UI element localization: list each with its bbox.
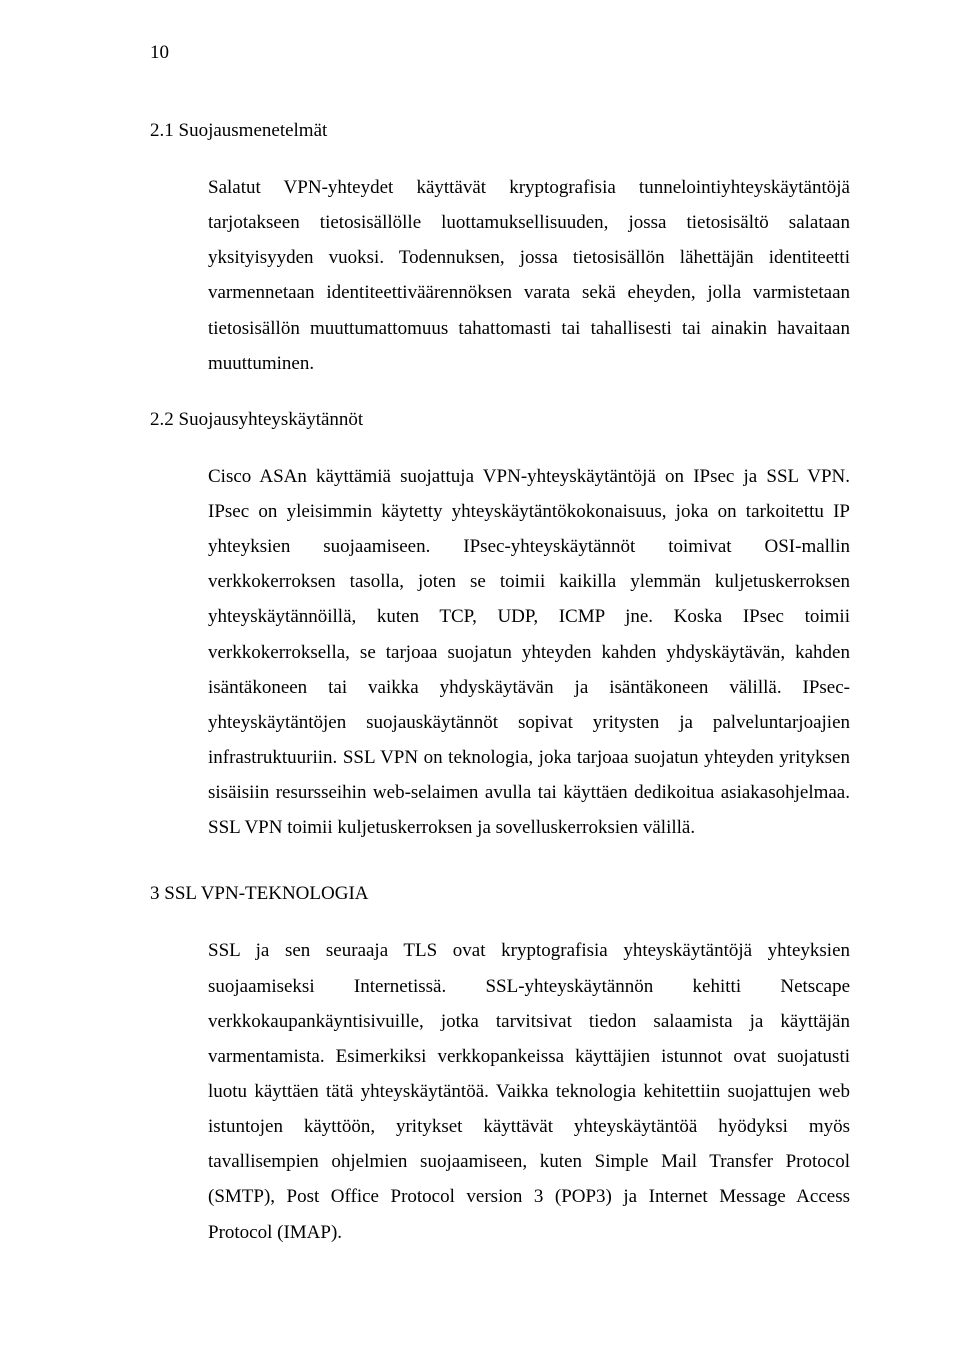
chapter-3-paragraph: SSL ja sen seuraaja TLS ovat kryptografi… [208,933,850,1249]
section-2-1-body: Salatut VPN-yhteydet käyttävät kryptogra… [208,170,850,381]
section-2-2-paragraph: Cisco ASAn käyttämiä suojattuja VPN-yhte… [208,459,850,846]
section-2-2-heading: 2.2 Suojausyhteyskäytännöt [150,409,850,431]
chapter-3-heading: 3 SSL VPN-TEKNOLOGIA [150,883,850,905]
chapter-3-body: SSL ja sen seuraaja TLS ovat kryptografi… [208,933,850,1249]
page-number: 10 [150,42,169,64]
document-page: 10 2.1 Suojausmenetelmät Salatut VPN-yht… [0,0,960,1360]
section-2-2-body: Cisco ASAn käyttämiä suojattuja VPN-yhte… [208,459,850,846]
section-2-1-heading: 2.1 Suojausmenetelmät [150,120,850,142]
page-content: 2.1 Suojausmenetelmät Salatut VPN-yhteyd… [150,120,850,1250]
section-2-1-paragraph: Salatut VPN-yhteydet käyttävät kryptogra… [208,170,850,381]
